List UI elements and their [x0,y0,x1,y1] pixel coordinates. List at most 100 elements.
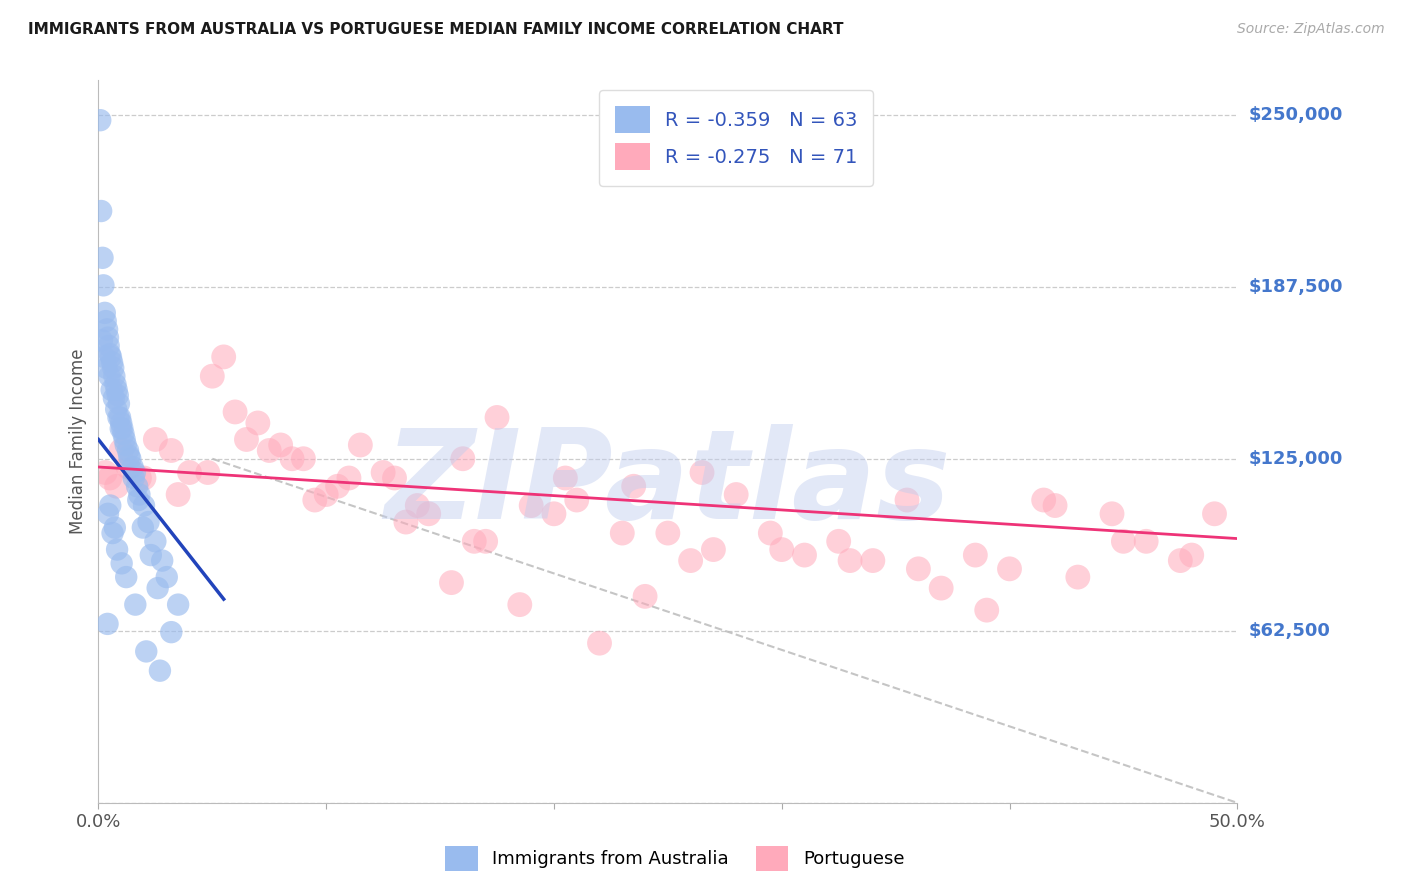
Point [90,204,112,219]
Point [139,548,162,562]
Point [896,493,918,508]
Point [98,471,121,485]
Text: Source: ZipAtlas.com: Source: ZipAtlas.com [1237,22,1385,37]
Point [132,471,155,485]
Point [167,598,190,612]
Point [145,534,167,549]
Point [623,479,645,493]
Point [657,526,679,541]
Text: $62,500: $62,500 [1249,622,1330,640]
Point [128,487,150,501]
Text: $125,000: $125,000 [1249,450,1343,467]
Point [93,278,115,293]
Point [93,350,115,364]
Point [474,534,496,549]
Point [281,451,304,466]
Point [160,625,183,640]
Point [179,466,201,480]
Point [103,391,125,405]
Point [100,383,122,397]
Point [103,369,125,384]
Point [270,438,292,452]
Point [104,377,127,392]
Point [128,471,150,485]
Point [111,557,134,571]
Point [101,526,124,541]
Point [115,570,138,584]
Point [679,553,702,567]
Point [110,416,132,430]
Point [132,499,155,513]
Point [565,493,588,508]
Point [634,590,657,604]
Point [384,471,406,485]
Point [395,515,418,529]
Point [124,598,146,612]
Point [167,487,190,501]
Point [235,433,257,447]
Point [118,449,141,463]
Point [108,410,131,425]
Point [259,443,281,458]
Point [907,562,929,576]
Point [117,460,139,475]
Point [1101,507,1123,521]
Point [96,360,118,375]
Point [1170,553,1192,567]
Point [105,402,128,417]
Point [156,570,179,584]
Point [998,562,1021,576]
Point [108,397,131,411]
Point [246,416,269,430]
Point [543,507,565,521]
Point [201,369,224,384]
Point [1135,534,1157,549]
Point [612,526,634,541]
Point [224,405,246,419]
Point [725,487,748,501]
Point [197,466,219,480]
Point [112,427,135,442]
Point [146,581,169,595]
Point [160,443,183,458]
Point [839,553,862,567]
Point [122,471,145,485]
Point [96,322,118,336]
Point [111,421,134,435]
Point [98,499,121,513]
Point [117,443,139,458]
Point [135,644,157,658]
Point [965,548,987,562]
Point [588,636,610,650]
Point [929,581,952,595]
Point [124,466,146,480]
Point [793,548,815,562]
Point [101,355,124,369]
Point [304,493,326,508]
Point [292,451,315,466]
Point [107,410,129,425]
Point [110,421,132,435]
Point [105,542,128,557]
Point [94,314,117,328]
Point [96,616,118,631]
Point [759,526,782,541]
Point [554,471,576,485]
Point [337,471,360,485]
Y-axis label: Median Family Income: Median Family Income [69,349,87,534]
Point [97,339,120,353]
Point [120,451,142,466]
Point [107,388,129,402]
Point [451,451,474,466]
Point [103,360,125,375]
Point [1112,534,1135,549]
Point [520,499,543,513]
Point [114,433,136,447]
Point [463,534,485,549]
Point [97,331,120,345]
Point [114,438,136,452]
Text: ZIPatlas: ZIPatlas [385,425,950,545]
Point [315,487,337,501]
Point [90,334,112,348]
Point [1043,499,1066,513]
